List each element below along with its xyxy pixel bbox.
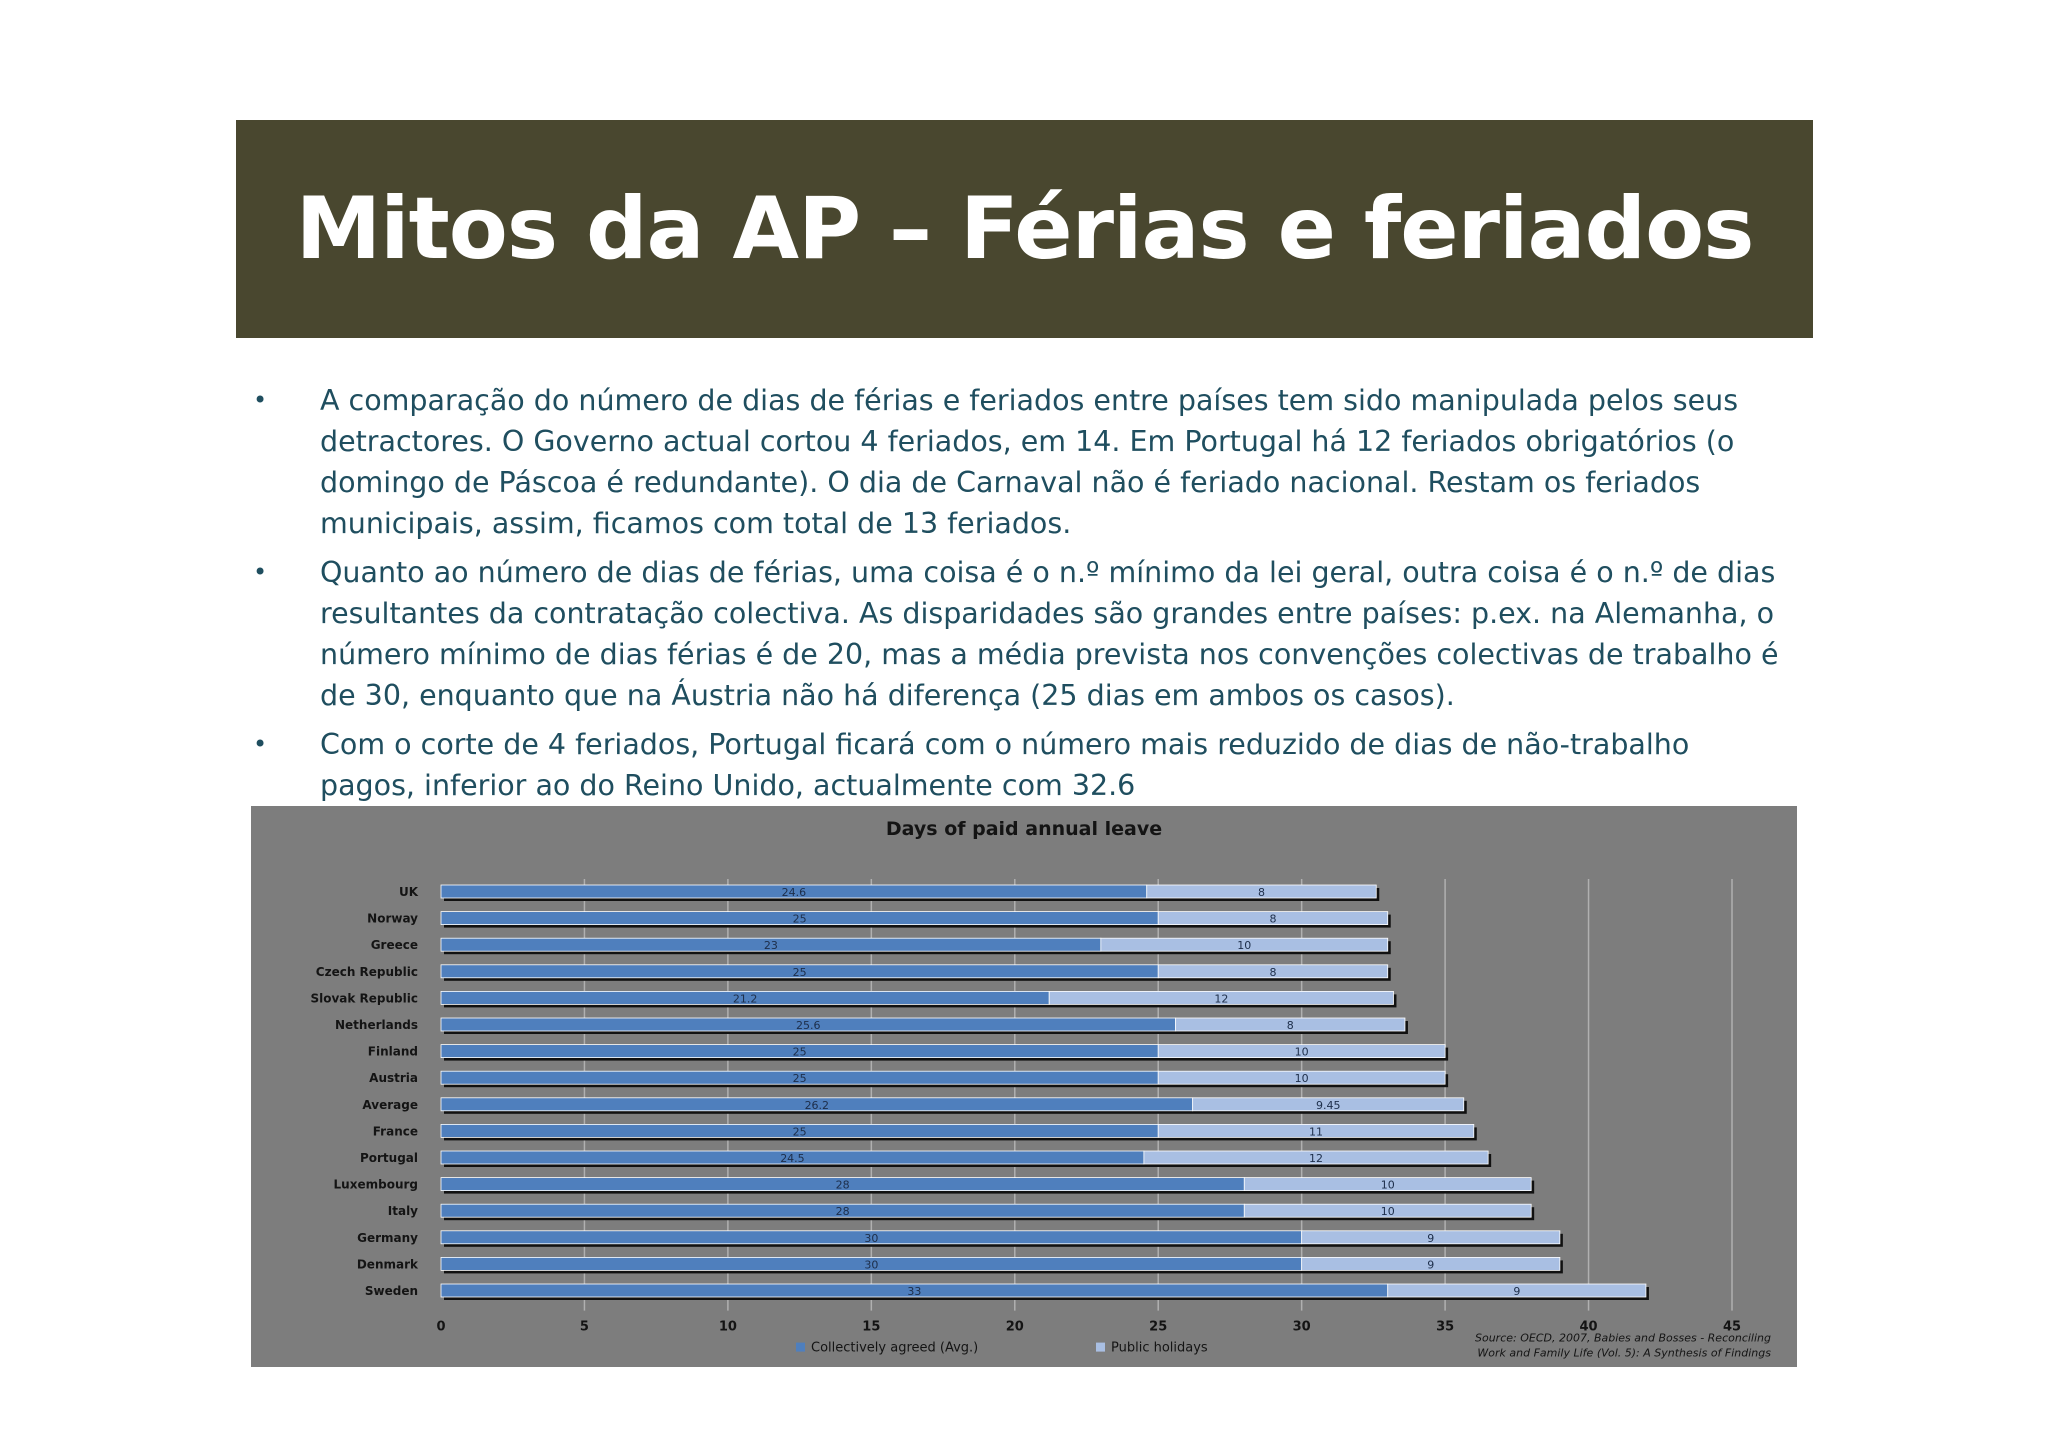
chart-svg: Days of paid annual leave 24.6 8 UK 25 8 Norwa… bbox=[310, 818, 1771, 1360]
x-tick-label: 40 bbox=[1580, 1320, 1598, 1335]
bullet-text: Quanto ao número de dias de férias, uma … bbox=[320, 556, 1779, 712]
data-label: 30 bbox=[864, 1258, 878, 1271]
data-label: 10 bbox=[1237, 939, 1251, 952]
x-tick-label: 0 bbox=[436, 1320, 445, 1335]
data-label: 9.45 bbox=[1316, 1099, 1341, 1112]
category-label: Greece bbox=[371, 938, 418, 952]
data-label: 8 bbox=[1258, 886, 1265, 899]
data-label: 12 bbox=[1309, 1152, 1323, 1165]
category-label: Slovak Republic bbox=[310, 991, 418, 1005]
category-label: Portugal bbox=[360, 1151, 418, 1165]
bar-public-holidays bbox=[1243, 1177, 1532, 1192]
data-label: 10 bbox=[1295, 1046, 1309, 1059]
data-label: 21.2 bbox=[733, 992, 758, 1005]
category-label: France bbox=[373, 1124, 418, 1138]
data-label: 8 bbox=[1269, 966, 1276, 979]
data-label: 23 bbox=[764, 939, 778, 952]
bullet-dot-icon: • bbox=[253, 558, 268, 586]
category-label: Austria bbox=[369, 1071, 418, 1085]
data-label: 28 bbox=[836, 1179, 850, 1192]
bar-public-holidays bbox=[1157, 911, 1389, 925]
x-tick-label: 20 bbox=[1006, 1320, 1024, 1335]
data-label: 30 bbox=[864, 1232, 878, 1245]
category-label: Sweden bbox=[365, 1284, 418, 1298]
bullet-item: • A comparação do número de dias de féria… bbox=[250, 380, 1780, 544]
bar-public-holidays bbox=[1157, 964, 1389, 979]
x-tick-label: 25 bbox=[1149, 1320, 1167, 1335]
category-label: Czech Republic bbox=[316, 965, 418, 979]
data-label: 10 bbox=[1381, 1179, 1395, 1192]
x-tick-label: 30 bbox=[1293, 1320, 1311, 1335]
bar-public-holidays bbox=[1157, 1044, 1446, 1059]
data-label: 9 bbox=[1427, 1258, 1434, 1271]
legend-swatch-collectively-agreed bbox=[796, 1342, 805, 1352]
source-note: Work and Family Life (Vol. 5): A Synthes… bbox=[1477, 1347, 1771, 1360]
category-label: Italy bbox=[388, 1204, 418, 1218]
x-tick-label: 10 bbox=[719, 1320, 737, 1335]
bullet-item: • Com o corte de 4 feriados, Portugal fic… bbox=[250, 724, 1780, 806]
bullet-dot-icon: • bbox=[253, 730, 268, 758]
category-label: Average bbox=[362, 1098, 418, 1112]
data-label: 25 bbox=[793, 1072, 807, 1085]
data-label: 33 bbox=[907, 1285, 921, 1298]
bullet-item: • Quanto ao número de dias de férias, uma… bbox=[250, 552, 1780, 716]
bullet-list: • A comparação do número de dias de féria… bbox=[250, 380, 1780, 814]
bar-public-holidays bbox=[1157, 1070, 1446, 1085]
data-label: 8 bbox=[1287, 1019, 1294, 1032]
slide-title: Mitos da AP – Férias e feriados bbox=[295, 179, 1755, 279]
legend-label: Collectively agreed (Avg.) bbox=[811, 1341, 978, 1356]
data-label: 25 bbox=[793, 913, 807, 926]
data-label: 9 bbox=[1513, 1285, 1520, 1298]
bar-public-holidays bbox=[1143, 1150, 1489, 1165]
bar-public-holidays bbox=[1301, 1230, 1561, 1245]
category-label: Denmark bbox=[357, 1257, 419, 1271]
data-label: 9 bbox=[1427, 1232, 1434, 1245]
bullet-text: Com o corte de 4 feriados, Portugal fica… bbox=[320, 728, 1690, 802]
data-label: 28 bbox=[836, 1205, 850, 1218]
chart-title: Days of paid annual leave bbox=[886, 818, 1162, 840]
x-tick-label: 15 bbox=[862, 1320, 880, 1335]
bar-public-holidays bbox=[1048, 990, 1394, 1005]
legend-label: Public holidays bbox=[1111, 1341, 1208, 1356]
data-label: 24.5 bbox=[780, 1152, 805, 1165]
source-note: Source: OECD, 2007, Babies and Bosses - … bbox=[1475, 1332, 1771, 1345]
data-label: 24.6 bbox=[782, 886, 807, 899]
data-label: 25 bbox=[793, 1125, 807, 1138]
data-label: 25 bbox=[793, 966, 807, 979]
bar-public-holidays bbox=[1387, 1283, 1647, 1298]
bar-public-holidays bbox=[1100, 937, 1389, 952]
bar-public-holidays bbox=[1146, 884, 1377, 899]
bar-public-holidays bbox=[1301, 1256, 1561, 1271]
category-label: Finland bbox=[368, 1045, 418, 1059]
data-label: 12 bbox=[1214, 992, 1228, 1005]
category-label: Norway bbox=[367, 912, 418, 926]
data-label: 10 bbox=[1381, 1205, 1395, 1218]
data-label: 26.2 bbox=[805, 1099, 830, 1112]
category-label: Netherlands bbox=[335, 1018, 418, 1032]
title-bar: Mitos da AP – Férias e feriados bbox=[236, 120, 1813, 338]
data-label: 25 bbox=[793, 1046, 807, 1059]
bar-public-holidays bbox=[1192, 1097, 1465, 1112]
data-label: 8 bbox=[1269, 913, 1276, 926]
bar-public-holidays bbox=[1175, 1017, 1406, 1032]
category-label: Germany bbox=[357, 1231, 418, 1245]
data-label: 25.6 bbox=[796, 1019, 821, 1032]
leave-chart: Days of paid annual leave 24.6 8 UK 25 8 Norwa… bbox=[251, 806, 1797, 1367]
category-label: Luxembourg bbox=[334, 1178, 418, 1192]
bullet-dot-icon: • bbox=[253, 386, 268, 414]
data-label: 11 bbox=[1309, 1125, 1323, 1138]
bar-public-holidays bbox=[1157, 1123, 1475, 1138]
x-tick-label: 5 bbox=[580, 1320, 589, 1335]
x-tick-label: 45 bbox=[1723, 1320, 1741, 1335]
x-tick-label: 35 bbox=[1436, 1320, 1454, 1335]
category-label: UK bbox=[399, 885, 419, 899]
bar-public-holidays bbox=[1243, 1203, 1532, 1218]
bullet-text: A comparação do número de dias de férias… bbox=[320, 384, 1739, 540]
legend-swatch-public-holidays bbox=[1096, 1342, 1105, 1352]
data-label: 10 bbox=[1295, 1072, 1309, 1085]
